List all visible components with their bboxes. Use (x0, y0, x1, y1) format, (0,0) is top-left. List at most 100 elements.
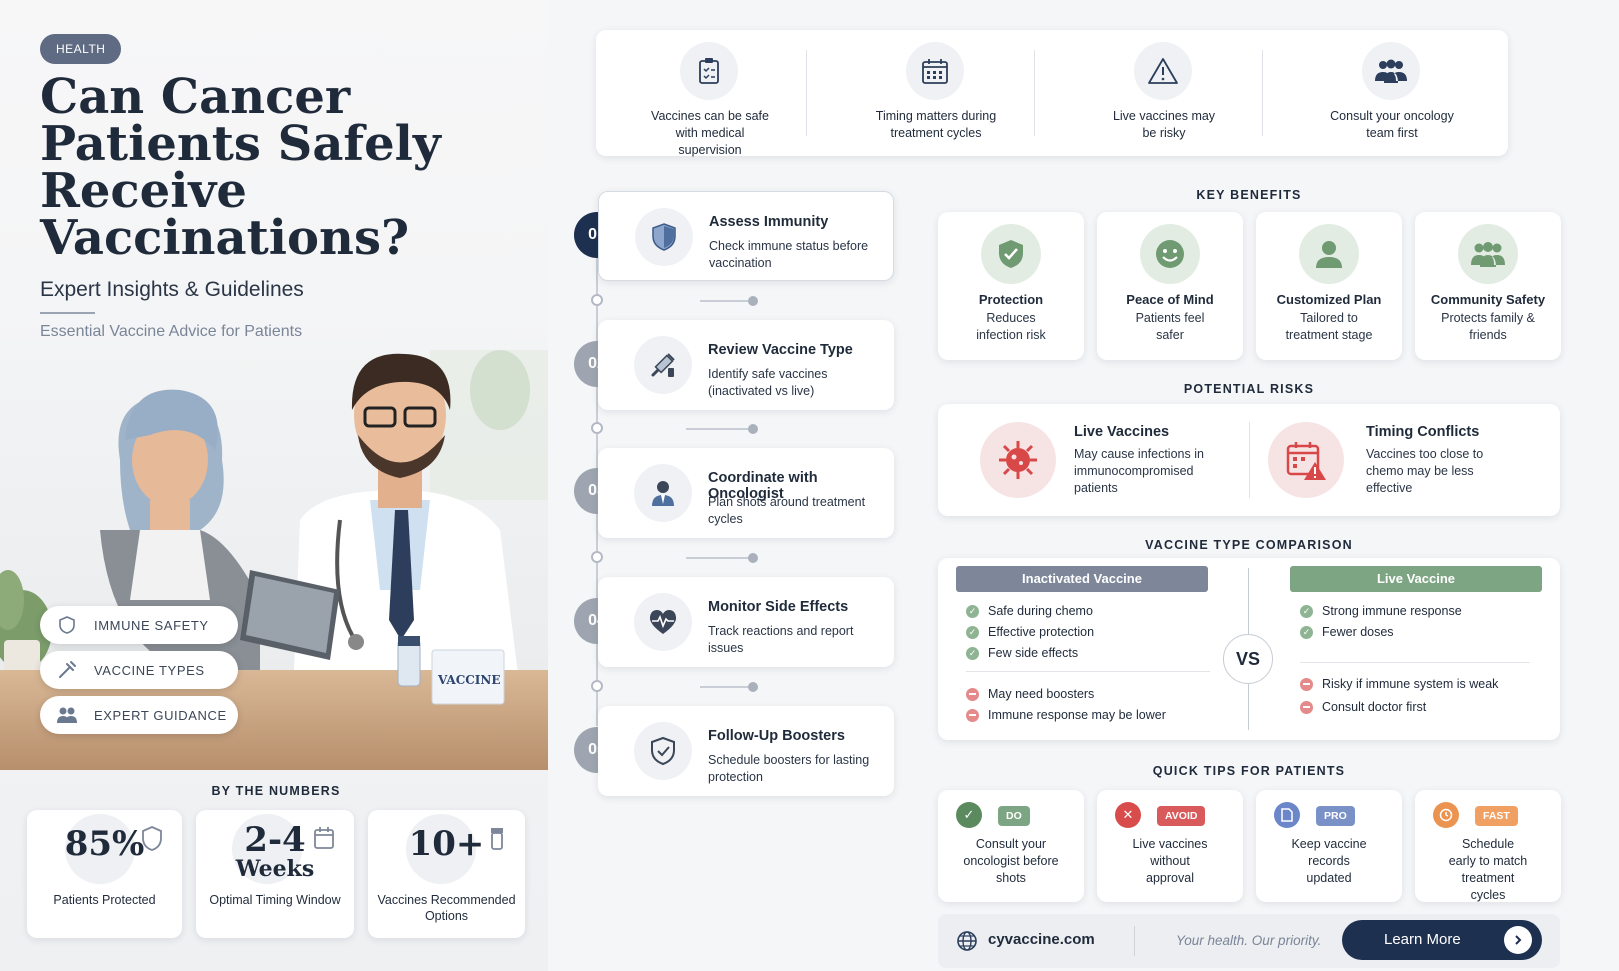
title-divider (40, 312, 95, 314)
step-card[interactable]: Review Vaccine Type Identify safe vaccin… (598, 320, 894, 410)
risk-desc: Vaccines too close to chemo may be less … (1366, 447, 1484, 495)
doctor-icon (634, 464, 692, 522)
footer-bar: cyvaccine.com Your health. Our priority.… (938, 914, 1560, 968)
tip-card: FAST Schedule early to match treatment c… (1415, 790, 1561, 902)
page-subtitle: Expert Insights & Guidelines (40, 278, 304, 301)
pill-expert-guidance[interactable]: EXPERT GUIDANCE (40, 696, 238, 734)
stat-value: 10+ (408, 824, 485, 864)
calendar-icon (906, 42, 964, 100)
vs-badge: VS (1223, 634, 1273, 684)
stat-value-unit: Weeks (235, 856, 315, 882)
shield-icon (56, 614, 78, 636)
tip-tag: AVOID (1157, 806, 1206, 826)
step-desc: Identify safe vaccines (inactivated vs l… (708, 367, 828, 398)
learn-more-label: Learn More (1384, 931, 1461, 948)
fact-text: Vaccines can be safe with medical superv… (651, 109, 769, 157)
stat-label: Optimal Timing Window (209, 893, 341, 907)
stat-value: 2-4 (244, 820, 306, 860)
risks-card: Live Vaccines May cause infections in im… (938, 404, 1560, 516)
benefit-card: Customized Plan Tailored to treatment st… (1256, 212, 1402, 360)
tip-tag: DO (998, 806, 1030, 826)
x-icon: ✕ (1115, 802, 1141, 828)
stat-label: Patients Protected (53, 893, 156, 907)
tips-heading: QUICK TIPS FOR PATIENTS (1152, 764, 1346, 778)
tip-card: PRO Keep vaccine records updated (1256, 790, 1402, 902)
divider (1249, 422, 1250, 498)
tip-desc: Keep vaccine records updated (1291, 837, 1367, 885)
fact-text: Live vaccines may be risky (1112, 109, 1216, 140)
people-icon (1458, 224, 1518, 284)
vaccine-box-label: VACCINE (437, 673, 501, 687)
virus-icon (980, 422, 1056, 498)
tagline: Essential Vaccine Advice for Patients (40, 323, 303, 340)
tip-tag: PRO (1316, 806, 1355, 826)
risks-heading: POTENTIAL RISKS (1183, 382, 1315, 396)
tip-desc: Live vaccines without approval (1132, 837, 1208, 885)
tip-card: ✓ DO Consult your oncologist before shot… (938, 790, 1084, 902)
step-card[interactable]: Follow-Up Boosters Schedule boosters for… (598, 706, 894, 796)
vial-icon (491, 828, 503, 850)
pill-label: VACCINE TYPES (94, 662, 205, 678)
benefits-heading: KEY BENEFITS (1196, 188, 1302, 202)
benefit-title: Customized Plan (1276, 292, 1382, 307)
document-icon (1274, 802, 1300, 828)
step-desc: Track reactions and report issues (708, 624, 854, 655)
step-card[interactable]: Monitor Side Effects Track reactions and… (598, 577, 894, 667)
doctor-patient-illustration: VACCINE (0, 340, 548, 770)
syringe-icon (634, 336, 692, 394)
calendar-icon (314, 827, 334, 849)
step-title: Coordinate with Oncologist (708, 470, 818, 502)
risk-title: Timing Conflicts (1366, 424, 1480, 440)
learn-more-button[interactable]: Learn More (1342, 920, 1542, 960)
warning-icon (1134, 42, 1192, 100)
heartbeat-icon (634, 593, 692, 651)
benefit-card: Protection Reduces infection risk (938, 212, 1084, 360)
benefit-title: Protection (978, 292, 1044, 307)
pill-immune-safety[interactable]: IMMUNE SAFETY (40, 606, 238, 644)
check-icon: ✓ (1300, 604, 1313, 618)
check-icon: ✓ (966, 625, 979, 639)
fact-item: Consult your oncology team first (1278, 30, 1506, 156)
minus-icon (966, 687, 979, 701)
numbers-heading: BY THE NUMBERS (211, 784, 341, 798)
divider (1034, 50, 1035, 136)
benefit-desc: Patients feel safer (1135, 311, 1205, 342)
risk-title: Live Vaccines (1074, 424, 1170, 440)
page-title: Can Cancer Patients Safely Receive Vacci… (40, 69, 441, 266)
pill-label: EXPERT GUIDANCE (94, 707, 227, 723)
smile-icon (1140, 224, 1200, 284)
fact-text: Consult your oncology team first (1330, 109, 1454, 140)
check-icon: ✓ (966, 604, 979, 618)
check-icon: ✓ (956, 802, 982, 828)
person-icon (1299, 224, 1359, 284)
con-item: Consult doctor first (1300, 700, 1426, 714)
step-desc: Plan shots around treatment cycles (708, 495, 866, 526)
tip-tag: FAST (1475, 806, 1518, 826)
comparison-heading: VACCINE TYPE COMPARISON (1145, 538, 1353, 552)
stat-card: 10+ Vaccines Recommended Options (368, 810, 525, 938)
step-card[interactable]: Assess Immunity Check immune status befo… (598, 191, 894, 281)
category-badge: HEALTH (40, 34, 122, 64)
inactivated-header: Inactivated Vaccine (956, 566, 1208, 592)
step-card[interactable]: Coordinate with Oncologist Plan shots ar… (598, 448, 894, 538)
site-link[interactable]: cyvaccine.com (988, 931, 1095, 948)
tip-desc: Schedule early to match treatment cycles (1448, 837, 1528, 902)
benefit-title: Community Safety (1430, 292, 1546, 307)
minus-icon (1300, 700, 1313, 714)
pro-item: ✓ Safe during chemo (966, 604, 1093, 618)
benefit-card: Community Safety Protects family & frien… (1415, 212, 1561, 360)
fact-text: Timing matters during treatment cycles (875, 109, 997, 140)
stat-label: Vaccines Recommended Options (377, 893, 516, 923)
shield-check-icon (981, 224, 1041, 284)
shield-icon (142, 826, 162, 851)
pro-item: ✓ Fewer doses (1300, 625, 1394, 639)
minus-icon (1300, 677, 1313, 691)
minus-icon (966, 708, 979, 722)
divider (806, 50, 807, 136)
tip-card: ✕ AVOID Live vaccines without approval (1097, 790, 1243, 902)
risk-desc: May cause infections in immunocompromise… (1074, 447, 1204, 495)
comparison-card: Inactivated Vaccine Live Vaccine VS ✓ Saf… (938, 558, 1560, 740)
calendar-warning-icon (1268, 422, 1344, 498)
pill-vaccine-types[interactable]: VACCINE TYPES (40, 651, 238, 689)
benefit-desc: Reduces infection risk (976, 311, 1046, 342)
